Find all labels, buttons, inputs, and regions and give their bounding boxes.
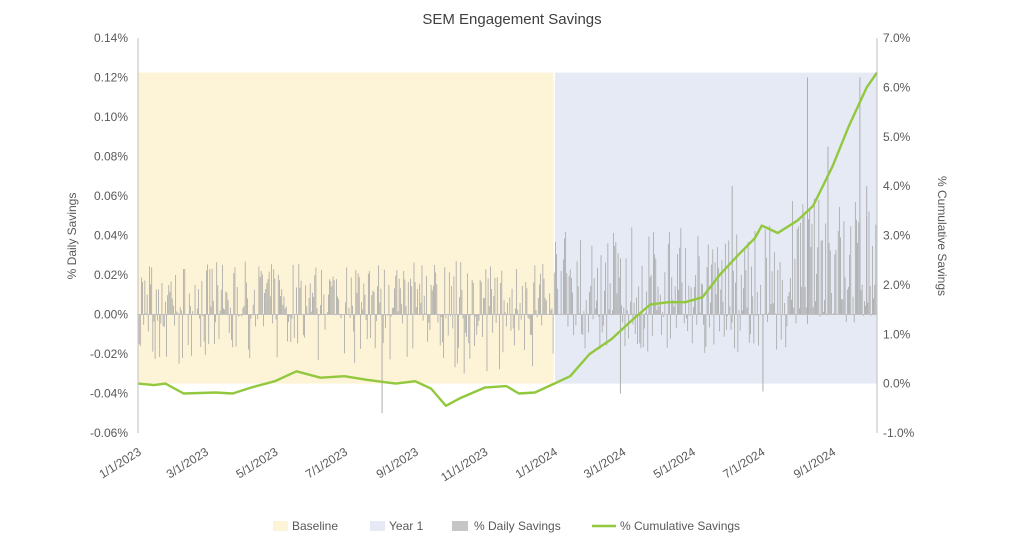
right-axis-ticks: -1.0% 0.0% 1.0% 2.0% 3.0% 4.0% 5.0% 6.0% 7.0%	[883, 31, 915, 440]
right-tick-label: 4.0%	[883, 179, 911, 193]
x-tick-label: 1/1/2023	[97, 445, 144, 482]
left-axis-ticks: -0.06% -0.04% -0.02% 0.00% 0.02% 0.04% 0.06% 0.…	[90, 31, 128, 440]
right-tick-label: 6.0%	[883, 80, 911, 94]
left-tick-label: 0.10%	[94, 110, 128, 124]
x-tick-label: 5/1/2024	[651, 445, 698, 482]
right-tick-label: 0.0%	[883, 377, 911, 391]
left-tick-label: 0.14%	[94, 31, 128, 45]
x-tick-label: 7/1/2024	[720, 445, 767, 482]
x-tick-label: 7/1/2023	[303, 445, 350, 482]
legend-label-cumulative: % Cumulative Savings	[620, 519, 740, 533]
left-tick-label: 0.12%	[94, 71, 128, 85]
x-tick-label: 5/1/2023	[233, 445, 280, 482]
x-tick-label: 9/1/2024	[791, 445, 838, 482]
left-tick-label: 0.08%	[94, 150, 128, 164]
daily-savings-bars	[137, 77, 877, 414]
x-tick-label: 3/1/2023	[164, 445, 211, 482]
x-tick-label: 3/1/2024	[581, 445, 628, 482]
left-tick-label: -0.04%	[90, 387, 128, 401]
right-axis-title: % Cumulative Savings	[935, 176, 949, 296]
left-tick-label: -0.06%	[90, 426, 128, 440]
x-tick-label: 11/1/2023	[438, 445, 490, 485]
left-tick-label: 0.04%	[94, 229, 128, 243]
axes	[137, 38, 878, 433]
x-tick-label: 9/1/2023	[374, 445, 421, 482]
left-tick-label: 0.00%	[94, 308, 128, 322]
period-bands	[138, 72, 877, 384]
cumulative-savings-line	[137, 71, 878, 407]
left-tick-label: 0.06%	[94, 189, 128, 203]
cumulative-line-group	[137, 71, 878, 407]
legend-swatch-baseline	[273, 521, 288, 531]
right-tick-label: 1.0%	[883, 327, 911, 341]
period-band-1	[554, 72, 877, 384]
left-axis-title: % Daily Savings	[65, 193, 79, 280]
right-tick-label: 7.0%	[883, 31, 911, 45]
legend-swatch-daily	[452, 521, 468, 531]
x-tick-label: 1/1/2024	[513, 445, 560, 482]
x-axis-ticks: 1/1/2023 3/1/2023 5/1/2023 7/1/2023 9/1/2023…	[97, 445, 839, 485]
left-tick-label: 0.02%	[94, 268, 128, 282]
legend-label-year1: Year 1	[389, 519, 424, 533]
right-tick-label: 3.0%	[883, 229, 911, 243]
legend-label-baseline: Baseline	[292, 519, 338, 533]
legend: Baseline Year 1 % Daily Savings % Cumulativ…	[273, 519, 740, 533]
right-tick-label: 5.0%	[883, 130, 911, 144]
left-tick-label: -0.02%	[90, 347, 128, 361]
right-tick-label: -1.0%	[883, 426, 915, 440]
period-band-0	[138, 72, 555, 384]
right-tick-label: 2.0%	[883, 278, 911, 292]
legend-label-daily: % Daily Savings	[474, 519, 561, 533]
chart-title: SEM Engagement Savings	[422, 11, 601, 28]
legend-swatch-year1	[370, 521, 385, 531]
